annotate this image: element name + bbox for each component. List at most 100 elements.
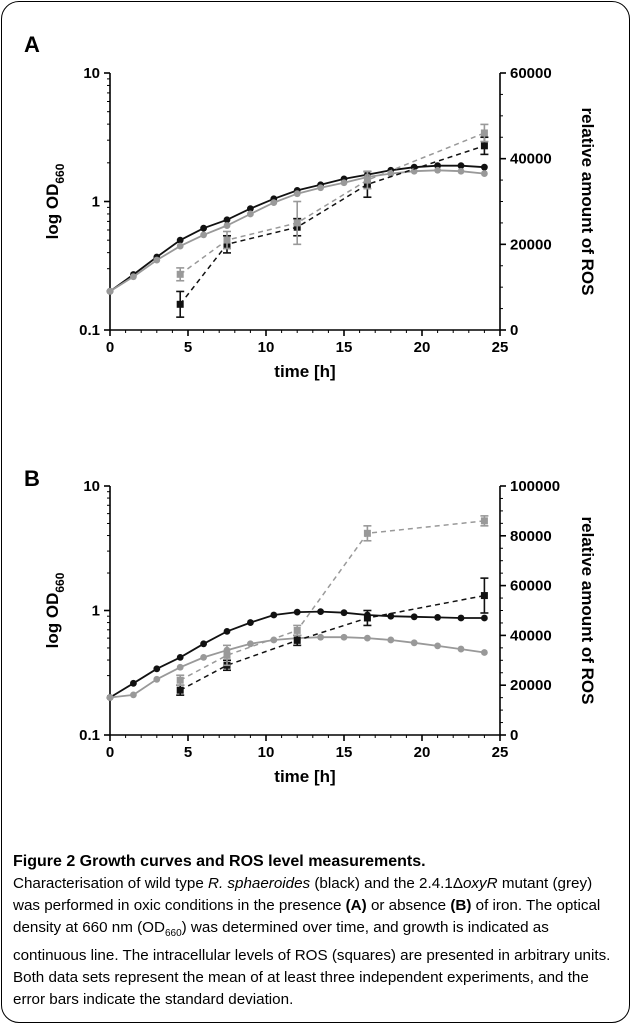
data-point: [317, 633, 324, 641]
series-line: [109, 610, 485, 699]
data-point: [293, 608, 301, 616]
data-point: [340, 609, 348, 617]
caption-part: mutant (grey) was performed in oxic cond…: [13, 875, 593, 914]
y2-tick-label: 20000: [510, 677, 552, 694]
x-tick-label: 20: [414, 339, 431, 356]
data-point: [130, 273, 137, 281]
caption-part: (B): [450, 897, 472, 914]
data-point: [410, 639, 418, 647]
x-tick-label: 15: [336, 744, 353, 761]
data-point: [223, 222, 231, 229]
y2-tick-label: 40000: [510, 151, 552, 168]
data-point: [270, 636, 278, 644]
y-axis-title-sub: 660: [53, 572, 67, 592]
y-tick-label: 1: [92, 194, 100, 211]
data-point: [480, 142, 488, 150]
data-point: [176, 686, 184, 694]
data-point: [410, 167, 418, 175]
series-square-grey: [176, 515, 489, 687]
y2-axis-title: relative amount of ROS: [578, 517, 597, 705]
data-point: [176, 654, 184, 661]
data-point: [223, 216, 231, 224]
data-point: [176, 676, 184, 684]
data-point: [176, 242, 184, 250]
series-circle-grey: [106, 166, 488, 295]
y-axis-title-main: log OD: [43, 184, 62, 240]
data-point: [176, 663, 184, 671]
data-point: [434, 642, 441, 650]
y2-tick-label: 40000: [510, 627, 552, 644]
data-point: [223, 627, 231, 635]
data-point: [481, 649, 488, 656]
data-point: [270, 199, 278, 207]
data-point: [247, 210, 254, 218]
x-tick-label: 10: [258, 339, 275, 356]
x-tick-label: 5: [184, 339, 192, 356]
data-point: [387, 612, 395, 620]
data-point: [176, 236, 184, 244]
data-point: [270, 611, 278, 619]
data-point: [247, 205, 254, 213]
series-circle-black: [106, 608, 488, 701]
data-point: [130, 691, 137, 699]
data-point: [363, 529, 371, 537]
series-line: [109, 636, 485, 699]
y2-axis-title: relative amount of ROS: [578, 108, 597, 296]
data-point: [481, 170, 488, 177]
data-point: [153, 256, 161, 264]
data-point: [247, 640, 254, 648]
y-tick-label: 1: [92, 603, 100, 620]
panel-label: A: [24, 32, 40, 57]
data-point: [293, 626, 301, 634]
data-point: [223, 651, 231, 659]
chart-panel-a: A 0 5 10 15 20 25 0.1 1 10 0 20000 40000 60000 time [h…: [24, 32, 597, 381]
data-point: [176, 300, 184, 308]
data-point: [176, 270, 184, 278]
caption-part: R. sphaeroides: [208, 875, 311, 892]
y-tick-label: 10: [83, 65, 100, 82]
data-point: [106, 287, 114, 295]
caption-title: Figure 2 Growth curves and ROS level mea…: [13, 853, 426, 870]
data-point: [480, 592, 488, 600]
data-point: [293, 219, 301, 227]
y-tick-label: 0.1: [79, 322, 100, 339]
y2-tick-label: 0: [510, 727, 518, 744]
data-point: [434, 166, 441, 174]
data-point: [340, 633, 348, 641]
y-axis-title: log OD660: [43, 163, 67, 239]
data-point: [387, 636, 395, 644]
data-point: [293, 636, 301, 644]
data-point: [363, 176, 371, 184]
x-tick-label: 0: [106, 744, 114, 761]
data-point: [317, 608, 324, 615]
data-point: [153, 675, 161, 683]
caption-part: ) was determined over time, and growth i…: [13, 919, 611, 1009]
x-axis-title: time [h]: [274, 767, 335, 786]
data-point: [434, 614, 441, 621]
y2-tick-label: 20000: [510, 236, 552, 253]
data-point: [247, 619, 254, 626]
series-square-grey: [176, 123, 489, 282]
x-axis-title: time [h]: [274, 362, 335, 381]
y-tick-label: 0.1: [79, 727, 100, 744]
caption-part: 660: [164, 928, 182, 940]
x-tick-label: 10: [258, 744, 275, 761]
x-tick-label: 15: [336, 339, 353, 356]
data-point: [340, 179, 348, 187]
chart-panel-b: B 0 5 10 15 20 25 0.1 1 10 0 20000 40000 60000 80000 10…: [24, 466, 597, 786]
data-point: [457, 645, 465, 653]
caption-part: of iron. The optical density at 660 nm (…: [13, 897, 601, 936]
y2-tick-label: 80000: [510, 528, 552, 545]
figure-caption: Figure 2 Growth curves and ROS level mea…: [13, 851, 619, 1011]
x-tick-label: 25: [492, 744, 509, 761]
data-point: [200, 640, 208, 648]
caption-part: (black) and the 2.4.1Δ: [310, 875, 463, 892]
data-point: [457, 167, 465, 175]
caption-part: (A): [345, 897, 367, 914]
data-point: [457, 614, 465, 622]
y2-tick-label: 60000: [510, 65, 552, 82]
y-tick-label: 10: [83, 478, 100, 495]
data-point: [106, 694, 114, 701]
x-tick-label: 0: [106, 339, 114, 356]
